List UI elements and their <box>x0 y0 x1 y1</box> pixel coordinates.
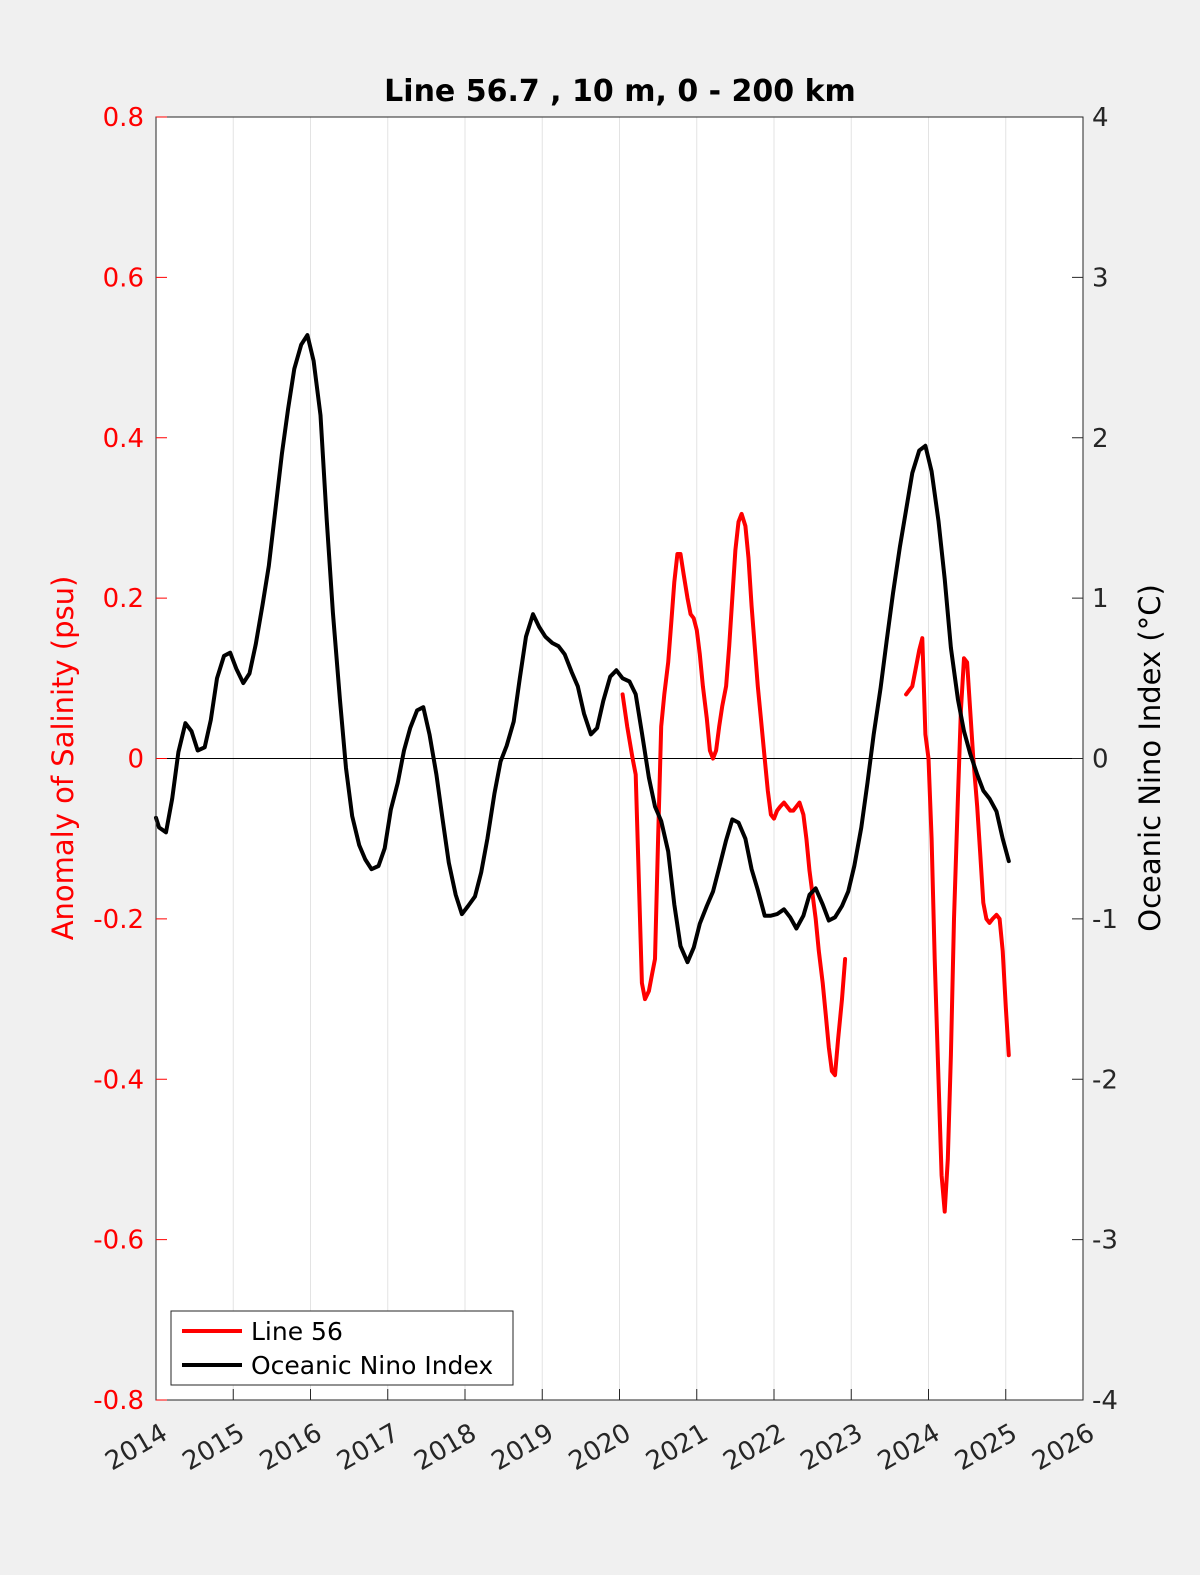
legend-label-oceanic-nino-index: Oceanic Nino Index <box>251 1351 493 1380</box>
y-left-tick-label: 0 <box>127 745 144 775</box>
axis-ticks <box>155 116 1084 1401</box>
y-left-tick-label: 0.6 <box>103 263 144 293</box>
y-left-tick-label: -0.8 <box>93 1386 144 1416</box>
y-right-axis-label: Oceanic Nino Index (°C) <box>1133 584 1167 932</box>
y-right-tick-label: -2 <box>1092 1065 1118 1095</box>
y-left-tick-label: -0.6 <box>93 1226 144 1256</box>
y-right-tick-label: 0 <box>1092 745 1109 775</box>
y-right-tick-label: 2 <box>1092 424 1109 454</box>
legend: Line 56 Oceanic Nino Index <box>170 1310 514 1386</box>
chart-title: Line 56.7 , 10 m, 0 - 200 km <box>384 74 856 109</box>
y-right-tick-label: 3 <box>1092 263 1109 293</box>
series-line-oceanic-nino-index <box>154 333 1011 965</box>
y-left-tick-label: 0.2 <box>103 584 144 614</box>
y-right-tick-label: 4 <box>1092 103 1109 133</box>
y-left-tick-label: -0.4 <box>93 1065 144 1095</box>
series-line-line-56 <box>904 636 1011 1214</box>
y-right-tick-label: 1 <box>1092 584 1109 614</box>
y-left-tick-label: 0.4 <box>103 424 144 454</box>
y-left-tick-labels: -0.8 -0.6 -0.4 -0.2 0 0.2 0.4 0.6 0.8 <box>93 103 144 1416</box>
legend-box <box>170 1310 514 1386</box>
y-right-tick-label: -1 <box>1092 905 1118 935</box>
y-left-axis-label: Anomaly of Salinity (psu) <box>46 576 80 941</box>
y-left-tick-label: -0.2 <box>93 905 144 935</box>
legend-label-line-56: Line 56 <box>251 1317 343 1346</box>
series-layer <box>154 333 1011 1214</box>
y-right-tick-label: -3 <box>1092 1226 1118 1256</box>
series-line-line-56 <box>620 511 848 1078</box>
y-left-tick-label: 0.8 <box>103 103 144 133</box>
y-right-tick-labels: -4 -3 -2 -1 0 1 2 3 4 <box>1092 103 1118 1416</box>
y-right-tick-label: -4 <box>1092 1386 1118 1416</box>
